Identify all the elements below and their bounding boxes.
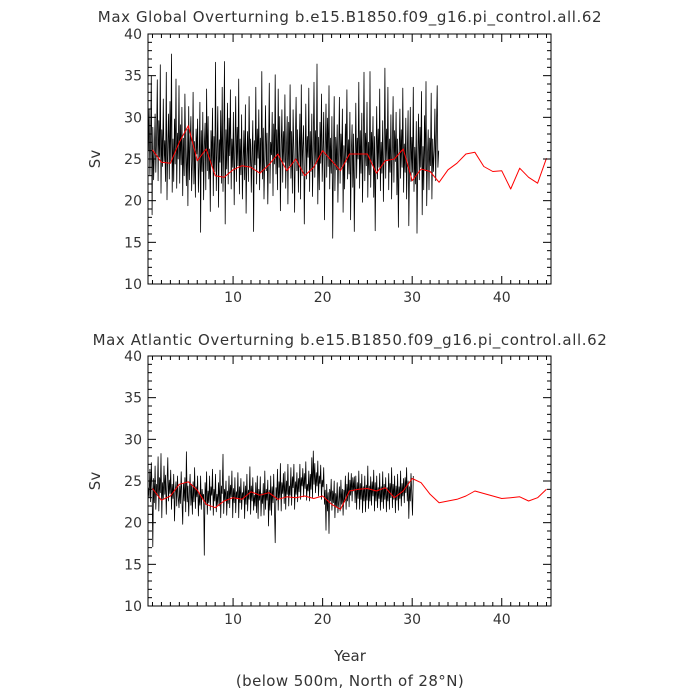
x-tick-labels: 10 20 30 40	[224, 290, 510, 306]
y-tick-label: 15	[124, 235, 142, 251]
x-tick-label: 20	[314, 290, 332, 306]
x-tick-label: 30	[403, 290, 421, 306]
chart-global-overturning: Max Global Overturning b.e15.B1850.f09_g…	[86, 8, 602, 306]
chart-atlantic-overturning: Max Atlantic Overturning b.e15.B1850.f09…	[86, 331, 607, 665]
y-tick-label: 25	[124, 474, 142, 490]
y-tick-label: 30	[124, 110, 142, 126]
series-line-monthly	[148, 450, 414, 556]
x-tick-label: 40	[493, 290, 511, 306]
series-line-annual	[152, 478, 547, 510]
series-line-monthly	[148, 53, 440, 239]
y-tick-label: 30	[124, 432, 142, 448]
chart-title: Max Global Overturning b.e15.B1850.f09_g…	[98, 8, 602, 27]
y-tick-label: 35	[124, 69, 142, 85]
y-tick-labels: 10 15 20 25 30 35 40	[124, 27, 142, 293]
series-line-annual	[152, 125, 547, 190]
y-tick-label: 35	[124, 391, 142, 407]
x-tick-label: 20	[314, 612, 332, 628]
y-axis-label: Sv	[86, 150, 104, 169]
x-tick-label: 40	[493, 612, 511, 628]
y-tick-label: 20	[124, 194, 142, 210]
y-tick-label: 20	[124, 516, 142, 532]
x-tick-labels: 10 20 30 40	[224, 612, 510, 628]
y-tick-label: 25	[124, 152, 142, 168]
x-tick-label: 10	[224, 290, 242, 306]
plot-area	[147, 33, 552, 285]
y-tick-label: 40	[124, 349, 142, 365]
chart-title: Max Atlantic Overturning b.e15.B1850.f09…	[93, 331, 608, 350]
y-tick-labels: 10 15 20 25 30 35 40	[124, 349, 142, 615]
y-axis-label: Sv	[86, 472, 104, 491]
footnote: (below 500m, North of 28°N)	[236, 672, 464, 690]
y-tick-label: 10	[124, 599, 142, 615]
x-tick-label: 30	[403, 612, 421, 628]
plot-area	[147, 355, 552, 607]
x-tick-label: 10	[224, 612, 242, 628]
x-axis-label: Year	[333, 647, 367, 665]
y-tick-label: 40	[124, 27, 142, 43]
y-tick-label: 10	[124, 277, 142, 293]
y-tick-label: 15	[124, 557, 142, 573]
